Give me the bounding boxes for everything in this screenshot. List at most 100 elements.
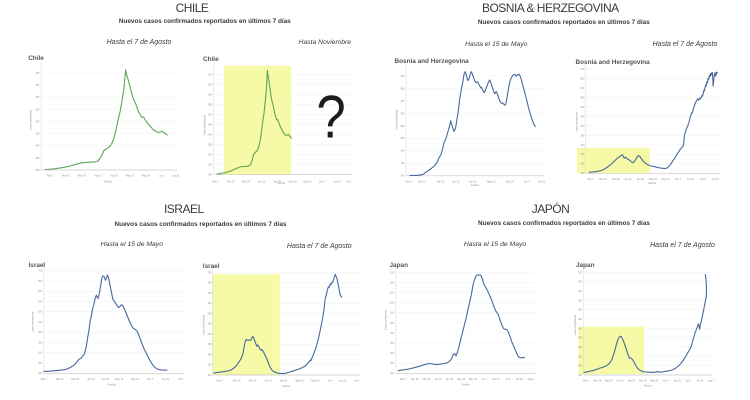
svg-text:250: 250	[208, 365, 213, 367]
svg-text:Jul 5: Jul 5	[700, 178, 706, 181]
svg-text:May 24: May 24	[650, 380, 659, 383]
svg-text:Jun 21: Jun 21	[538, 180, 546, 183]
svg-text:Jun 21: Jun 21	[333, 181, 341, 184]
svg-text:450: 450	[578, 319, 583, 321]
svg-text:Apr 12: Apr 12	[624, 178, 632, 181]
svg-text:Jul 5: Jul 5	[346, 181, 352, 184]
svg-text:400: 400	[208, 334, 213, 336]
svg-text:May 24: May 24	[469, 378, 478, 381]
svg-text:Mar 29: Mar 29	[422, 378, 430, 381]
svg-text:400: 400	[581, 126, 586, 128]
svg-text:May 10: May 10	[457, 378, 466, 381]
svg-text:400: 400	[36, 146, 41, 148]
svg-text:350: 350	[38, 342, 43, 344]
svg-text:Fecha: Fecha	[104, 180, 112, 184]
svg-text:Fecha: Fecha	[648, 181, 656, 185]
svg-text:200: 200	[38, 373, 43, 375]
svg-text:Fecha: Fecha	[277, 181, 285, 185]
svg-text:Fecha: Fecha	[644, 384, 652, 388]
svg-text:650: 650	[38, 281, 43, 283]
svg-text:450: 450	[208, 124, 213, 126]
svg-text:600: 600	[208, 293, 213, 295]
svg-text:May 24: May 24	[303, 181, 312, 184]
svg-text:Jun 21: Jun 21	[673, 380, 681, 383]
svg-text:Casos confirmados: Casos confirmados	[32, 311, 35, 332]
svg-text:700: 700	[38, 271, 43, 273]
svg-text:550: 550	[38, 301, 43, 303]
svg-text:Jul 19: Jul 19	[696, 380, 703, 383]
svg-text:Jun 7: Jun 7	[675, 178, 682, 181]
svg-text:Fecha: Fecha	[282, 384, 290, 388]
svg-text:450: 450	[38, 322, 43, 324]
svg-text:550: 550	[581, 97, 586, 99]
svg-text:Jun 7: Jun 7	[319, 181, 326, 184]
svg-text:Mar 1: Mar 1	[216, 380, 223, 383]
svg-text:550: 550	[390, 303, 395, 305]
svg-text:700: 700	[36, 73, 41, 75]
svg-text:Fecha: Fecha	[108, 383, 116, 387]
svg-text:500: 500	[401, 126, 406, 128]
svg-text:Mar 29: Mar 29	[605, 380, 613, 383]
svg-text:Apr 12: Apr 12	[94, 175, 102, 178]
svg-text:400: 400	[38, 332, 43, 334]
svg-text:Jun 7: Jun 7	[524, 180, 531, 183]
svg-text:250: 250	[38, 363, 43, 365]
svg-text:Jun 21: Jun 21	[339, 380, 347, 383]
svg-text:Jun 21: Jun 21	[172, 175, 180, 178]
svg-text:Casos confirmados: Casos confirmados	[574, 314, 577, 335]
svg-text:300: 300	[390, 353, 395, 355]
svg-text:Apr 12: Apr 12	[258, 181, 266, 184]
svg-text:Apr 26: Apr 26	[446, 378, 454, 381]
svg-text:350: 350	[390, 343, 395, 345]
svg-text:Jul 19: Jul 19	[712, 178, 719, 181]
svg-text:700: 700	[401, 76, 406, 78]
svg-text:Jun 21: Jun 21	[687, 178, 695, 181]
svg-text:Casos confirmados: Casos confirmados	[385, 309, 388, 330]
svg-text:350: 350	[581, 135, 586, 137]
svg-text:300: 300	[401, 176, 406, 178]
svg-text:500: 500	[38, 312, 43, 314]
svg-text:May 10: May 10	[649, 178, 658, 181]
svg-text:450: 450	[401, 138, 406, 140]
svg-text:Mar 29: Mar 29	[437, 180, 445, 183]
svg-text:500: 500	[36, 121, 41, 123]
svg-text:400: 400	[390, 333, 395, 335]
svg-text:200: 200	[208, 174, 213, 176]
svg-text:Mar 15: Mar 15	[418, 180, 426, 183]
svg-text:700: 700	[390, 272, 395, 274]
svg-text:Casos confirmados: Casos confirmados	[30, 109, 33, 130]
svg-text:300: 300	[581, 145, 586, 147]
svg-text:300: 300	[208, 354, 213, 356]
svg-text:Apr 12: Apr 12	[265, 380, 273, 383]
svg-text:Apr 26: Apr 26	[273, 181, 281, 184]
svg-text:Bosnia and Herzegovina: Bosnia and Herzegovina	[395, 58, 470, 65]
svg-text:Jul 5: Jul 5	[686, 380, 692, 383]
svg-text:700: 700	[208, 272, 213, 274]
svg-text:700: 700	[581, 69, 586, 71]
svg-text:Fecha: Fecha	[462, 383, 470, 387]
svg-text:Mar 15: Mar 15	[56, 378, 64, 381]
svg-text:200: 200	[208, 375, 213, 377]
svg-text:Japan: Japan	[576, 262, 595, 269]
svg-text:May 10: May 10	[487, 180, 496, 183]
svg-text:May 10: May 10	[115, 378, 124, 381]
svg-text:650: 650	[390, 283, 395, 285]
svg-text:350: 350	[208, 144, 213, 146]
svg-text:Mar 1: Mar 1	[212, 181, 219, 184]
svg-text:Aug 2: Aug 2	[528, 378, 535, 381]
svg-text:200: 200	[390, 373, 395, 375]
svg-text:Mar 29: Mar 29	[242, 181, 250, 184]
svg-text:250: 250	[578, 356, 583, 358]
svg-text:350: 350	[208, 344, 213, 346]
svg-text:Mar 29: Mar 29	[71, 378, 79, 381]
svg-text:Mar 15: Mar 15	[233, 380, 241, 383]
svg-text:400: 400	[578, 328, 583, 330]
svg-text:600: 600	[390, 293, 395, 295]
svg-text:Jun 7: Jun 7	[327, 380, 334, 383]
svg-text:250: 250	[390, 363, 395, 365]
svg-text:Jun 7: Jun 7	[159, 175, 166, 178]
svg-text:Casos confirmados: Casos confirmados	[576, 111, 579, 132]
svg-text:Mar 1: Mar 1	[587, 178, 594, 181]
svg-text:300: 300	[578, 347, 583, 349]
svg-text:?: ?	[316, 83, 345, 150]
